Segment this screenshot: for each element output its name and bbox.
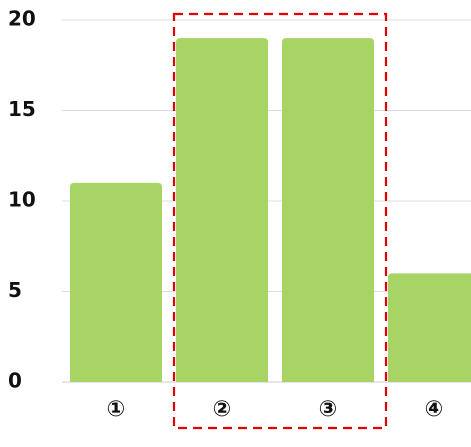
bar-4 bbox=[388, 273, 471, 382]
x-tick-label-1: ① bbox=[107, 397, 126, 422]
bar-1 bbox=[70, 182, 162, 382]
y-tick-label-20: 20 bbox=[8, 7, 36, 31]
y-tick-label-15: 15 bbox=[8, 97, 36, 121]
y-tick-label-5: 5 bbox=[8, 278, 22, 302]
bar-3 bbox=[282, 38, 374, 382]
bar-2 bbox=[176, 38, 268, 382]
x-tick-label-3: ③ bbox=[319, 397, 338, 422]
highlight-box bbox=[172, 12, 388, 430]
y-axis-ticks: 0 5 10 15 20 bbox=[8, 7, 36, 393]
highlight-layer bbox=[172, 12, 388, 430]
y-tick-label-10: 10 bbox=[8, 188, 36, 212]
x-tick-label-4: ④ bbox=[425, 397, 444, 422]
bars bbox=[70, 38, 471, 382]
x-tick-label-2: ② bbox=[213, 397, 232, 422]
x-axis-labels: ① ② ③ ④ bbox=[107, 397, 444, 422]
y-tick-label-0: 0 bbox=[8, 369, 22, 393]
